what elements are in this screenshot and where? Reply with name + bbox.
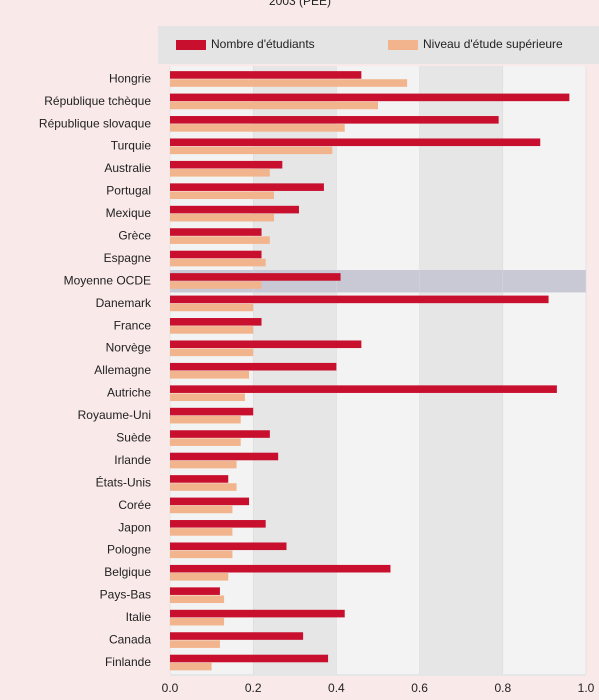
bar (170, 393, 245, 402)
y-tick-label: Irlande (114, 453, 151, 467)
bar (170, 236, 270, 244)
bar (170, 71, 362, 79)
y-tick-label: Japon (118, 520, 151, 534)
x-tick-label: 0.8 (494, 681, 511, 695)
bar (170, 662, 212, 671)
bar (170, 542, 287, 551)
y-tick-label: Allemagne (94, 363, 151, 377)
grid-stripe (336, 66, 420, 674)
y-tick-label: Danemark (96, 296, 152, 310)
bar (170, 362, 337, 371)
y-tick-label: République tchèque (44, 94, 151, 108)
bar (170, 213, 274, 222)
bar (170, 340, 362, 349)
y-tick-label: Pologne (107, 543, 151, 557)
legend-swatch (176, 40, 206, 50)
bar (170, 169, 270, 177)
y-tick-label: Mexique (106, 206, 152, 220)
y-tick-label: Belgique (104, 565, 151, 579)
bar (170, 205, 299, 214)
bar (170, 385, 557, 393)
bar (170, 258, 266, 267)
bar (170, 520, 266, 528)
bar (170, 407, 254, 416)
grid-stripe (502, 66, 586, 674)
bar (170, 452, 279, 461)
y-tick-label: Italie (126, 610, 152, 624)
bar (170, 460, 237, 469)
bar (170, 228, 262, 236)
y-tick-label: France (114, 318, 152, 332)
y-tick-label: Royaume-Uni (78, 408, 151, 422)
y-tick-label: Finlande (105, 655, 151, 669)
bar (170, 609, 345, 618)
bar (170, 183, 324, 191)
y-tick-label: Norvège (106, 341, 152, 355)
bar (170, 124, 345, 132)
y-tick-label: Hongrie (109, 71, 151, 85)
bar (170, 528, 233, 536)
legend-label: Niveau d'étude supérieure (423, 37, 563, 51)
legend-label: Nombre d'étudiants (211, 37, 315, 51)
bar (170, 318, 262, 326)
y-tick-label: République slovaque (39, 116, 151, 130)
bar (170, 430, 270, 438)
bar (170, 415, 241, 424)
bar (170, 116, 499, 124)
bar (170, 160, 283, 169)
legend-swatch (388, 40, 418, 50)
bar (170, 371, 250, 379)
bar (170, 93, 570, 102)
y-tick-label: Australie (104, 161, 151, 175)
x-tick-label: 0.2 (245, 681, 262, 695)
bar (170, 654, 329, 663)
y-tick-label: Corée (118, 498, 151, 512)
y-tick-label: Turquie (111, 139, 152, 153)
bar (170, 191, 274, 200)
chart-title: 2003 (PEE) (269, 0, 331, 8)
bar (170, 79, 408, 87)
bar (170, 475, 229, 483)
y-tick-label: Portugal (106, 184, 151, 198)
bar (170, 640, 220, 648)
bar (170, 595, 225, 604)
bar (170, 273, 341, 281)
bar (170, 587, 220, 595)
bar (170, 505, 233, 514)
bar (170, 497, 250, 506)
y-tick-label: Suède (116, 431, 151, 445)
bar (170, 483, 237, 491)
y-tick-label: Espagne (104, 251, 152, 265)
bar (170, 146, 333, 155)
bar (170, 564, 391, 573)
bar (170, 617, 225, 626)
bar (170, 326, 254, 334)
bar (170, 250, 262, 259)
legend-box (158, 26, 599, 64)
bar (170, 632, 304, 640)
bar (170, 101, 378, 110)
bar (170, 303, 254, 312)
bar (170, 281, 262, 289)
bar (170, 438, 241, 446)
y-tick-label: Canada (109, 633, 151, 647)
x-tick-label: 0.6 (411, 681, 428, 695)
y-tick-label: Pays-Bas (100, 588, 151, 602)
x-tick-label: 0.4 (328, 681, 345, 695)
bar (170, 138, 541, 147)
x-tick-label: 0.0 (162, 681, 179, 695)
y-tick-label: États-Unis (96, 474, 151, 489)
bar (170, 573, 229, 581)
y-tick-label: Autriche (107, 386, 151, 400)
bar (170, 550, 233, 559)
x-tick-label: 1.0 (578, 681, 595, 695)
y-tick-label: Moyenne OCDE (64, 273, 151, 287)
bar (170, 348, 254, 357)
y-tick-label: Grèce (118, 229, 151, 243)
bar (170, 295, 549, 304)
